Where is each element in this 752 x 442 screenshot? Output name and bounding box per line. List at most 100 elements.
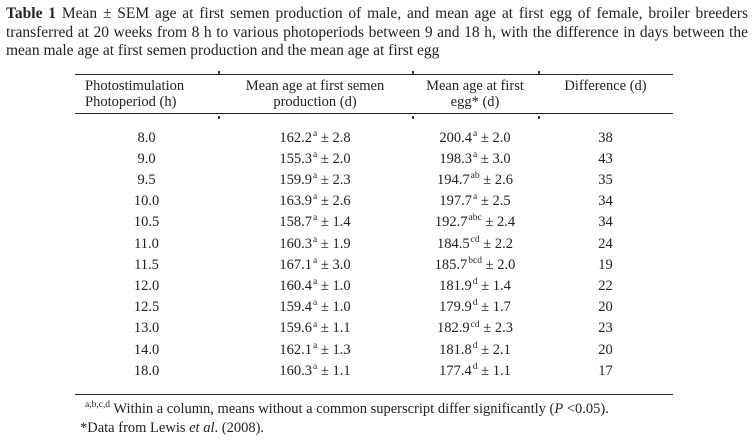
photoperiod-value: 12.5 bbox=[133, 299, 160, 316]
column-tick-mark bbox=[538, 115, 540, 119]
egg-superscript: d bbox=[472, 340, 478, 351]
semen-superscript: a bbox=[313, 192, 318, 203]
footnote-superscript-letters: a,b,c,d bbox=[85, 400, 111, 411]
cell-photoperiod: 10.5 bbox=[75, 212, 218, 233]
cell-egg-age: 192.7abc ± 2.4 bbox=[412, 212, 538, 233]
footnote-data-source: *Data from Lewis et al. (2008). bbox=[80, 419, 748, 439]
header-photostimulation-photoperiod: Photostimulation Photoperiod (h) bbox=[75, 74, 218, 114]
cell-semen-age: 162.2a ± 2.8 bbox=[218, 113, 412, 149]
semen-sem: ± 2.8 bbox=[317, 129, 351, 146]
header-line: Photoperiod (h) bbox=[85, 94, 177, 110]
difference-value: 17 bbox=[598, 362, 613, 379]
footnote-significance-text: Within a column, means without a common … bbox=[110, 400, 555, 417]
cell-semen-age: 167.1a ± 3.0 bbox=[218, 255, 412, 276]
photoperiod-value: 8.0 bbox=[137, 129, 156, 146]
table-row: 10.5 158.7a ± 1.4 192.7abc ± 2.4 34 bbox=[75, 212, 673, 233]
table-header: Photostimulation Photoperiod (h) Mean ag… bbox=[75, 74, 673, 114]
footnote-source-text: *Data from Lewis bbox=[80, 420, 190, 437]
photoperiod-value: 10.5 bbox=[133, 214, 160, 231]
egg-sem: ± 1.1 bbox=[477, 362, 511, 379]
photoperiod-value: 9.0 bbox=[137, 150, 156, 167]
egg-sem: ± 1.7 bbox=[477, 299, 511, 316]
cell-semen-age: 162.1a ± 1.3 bbox=[218, 340, 412, 361]
cell-difference: 19 bbox=[538, 255, 673, 276]
egg-sem: ± 2.0 bbox=[477, 129, 511, 146]
egg-sem: ± 2.2 bbox=[479, 235, 513, 252]
photoperiod-value: 12.0 bbox=[133, 277, 160, 294]
table-body: 8.0 162.2a ± 2.8 200.4a ± 2.0 38 9.0 155.3a ±… bbox=[75, 113, 673, 394]
egg-superscript: d bbox=[472, 277, 478, 288]
egg-superscript: a bbox=[473, 192, 478, 203]
cell-difference: 23 bbox=[538, 318, 673, 339]
header-line: Difference (d) bbox=[564, 77, 647, 94]
semen-mean: 160.3 bbox=[279, 362, 313, 379]
cell-semen-age: 159.6a ± 1.1 bbox=[218, 318, 412, 339]
difference-value: 38 bbox=[598, 129, 613, 146]
table-row: 10.0 163.9a ± 2.6 197.7a ± 2.5 34 bbox=[75, 191, 673, 212]
difference-value: 35 bbox=[598, 171, 613, 188]
semen-mean: 162.1 bbox=[279, 341, 313, 358]
difference-value: 20 bbox=[598, 341, 613, 358]
semen-sem: ± 1.0 bbox=[317, 277, 351, 294]
column-tick-mark bbox=[412, 115, 414, 119]
cell-difference: 22 bbox=[538, 276, 673, 297]
photoperiod-value: 10.0 bbox=[133, 193, 160, 210]
semen-sem: ± 1.0 bbox=[317, 299, 351, 316]
header-line: Mean age at first bbox=[426, 77, 524, 94]
cell-semen-age: 160.3a ± 1.9 bbox=[218, 234, 412, 255]
egg-superscript: a bbox=[473, 149, 478, 160]
egg-mean: 177.4 bbox=[439, 362, 472, 379]
cell-photoperiod: 11.5 bbox=[75, 255, 218, 276]
egg-superscript: ab bbox=[470, 171, 480, 182]
egg-sem: ± 2.4 bbox=[481, 214, 516, 231]
semen-sem: ± 1.4 bbox=[317, 214, 351, 231]
semen-mean: 167.1 bbox=[279, 256, 313, 273]
difference-value: 24 bbox=[598, 235, 613, 252]
table-row: 8.0 162.2a ± 2.8 200.4a ± 2.0 38 bbox=[75, 113, 673, 149]
egg-superscript: a bbox=[473, 128, 478, 139]
egg-sem: ± 2.5 bbox=[477, 193, 511, 210]
semen-sem: ± 1.1 bbox=[317, 320, 351, 337]
cell-semen-age: 163.9a ± 2.6 bbox=[218, 191, 412, 212]
semen-mean: 159.4 bbox=[279, 299, 313, 316]
semen-mean: 160.4 bbox=[279, 277, 313, 294]
cell-photoperiod: 12.0 bbox=[75, 276, 218, 297]
cell-semen-age: 160.3a ± 1.1 bbox=[218, 361, 412, 395]
semen-superscript: a bbox=[313, 298, 318, 309]
semen-superscript: a bbox=[313, 277, 318, 288]
egg-sem: ± 2.6 bbox=[479, 171, 513, 188]
footnote-p-symbol: P bbox=[554, 400, 564, 417]
photoperiod-value: 13.0 bbox=[133, 320, 160, 337]
cell-photoperiod: 11.0 bbox=[75, 234, 218, 255]
header-line: egg* (d) bbox=[450, 94, 500, 110]
table-caption-text: Mean ± SEM age at first semen production… bbox=[6, 5, 748, 59]
header-line: production (d) bbox=[273, 94, 357, 110]
egg-mean: 182.9 bbox=[437, 320, 470, 337]
table-row: 18.0 160.3a ± 1.1 177.4d ± 1.1 17 bbox=[75, 361, 673, 395]
footnote-et-al: et al bbox=[189, 420, 215, 437]
data-table: Photostimulation Photoperiod (h) Mean ag… bbox=[75, 73, 673, 395]
semen-superscript: a bbox=[313, 255, 318, 266]
egg-mean: 179.9 bbox=[439, 299, 472, 316]
cell-difference: 20 bbox=[538, 340, 673, 361]
semen-mean: 159.6 bbox=[279, 320, 313, 337]
difference-value: 19 bbox=[598, 256, 613, 273]
cell-difference: 38 bbox=[538, 113, 673, 149]
egg-mean: 198.3 bbox=[439, 150, 473, 167]
semen-mean: 160.3 bbox=[279, 235, 313, 252]
header-semen-age: Mean age at first semen production (d) bbox=[218, 74, 412, 114]
cell-photoperiod: 10.0 bbox=[75, 191, 218, 212]
semen-superscript: a bbox=[313, 361, 318, 372]
egg-superscript: d bbox=[472, 298, 478, 309]
semen-sem: ± 2.3 bbox=[317, 171, 351, 188]
semen-sem: ± 3.0 bbox=[317, 256, 351, 273]
egg-superscript: cd bbox=[470, 234, 480, 245]
difference-value: 23 bbox=[598, 320, 613, 337]
egg-superscript: abc bbox=[468, 213, 482, 224]
cell-egg-age: 185.7bcd ± 2.0 bbox=[412, 255, 538, 276]
table-footnotes: a,b,c,d Within a column, means without a… bbox=[80, 400, 748, 439]
cell-egg-age: 177.4d ± 1.1 bbox=[412, 361, 538, 395]
photoperiod-value: 18.0 bbox=[133, 362, 160, 379]
table-row: 9.5 159.9a ± 2.3 194.7ab ± 2.6 35 bbox=[75, 170, 673, 191]
cell-semen-age: 160.4a ± 1.0 bbox=[218, 276, 412, 297]
